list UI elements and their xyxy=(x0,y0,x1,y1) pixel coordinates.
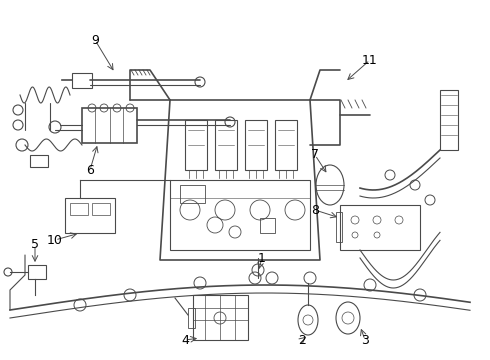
Bar xyxy=(440,90,458,150)
Bar xyxy=(185,120,207,170)
Text: 5: 5 xyxy=(31,238,39,252)
Text: 3: 3 xyxy=(361,333,369,346)
Text: 2: 2 xyxy=(298,333,306,346)
Bar xyxy=(260,218,275,233)
Text: 1: 1 xyxy=(258,252,266,265)
Bar xyxy=(65,198,115,233)
Bar xyxy=(275,120,297,170)
Text: 7: 7 xyxy=(311,148,319,162)
Text: 11: 11 xyxy=(362,54,378,67)
Bar xyxy=(188,308,195,328)
Bar xyxy=(72,73,92,88)
Bar xyxy=(28,265,46,279)
Text: 9: 9 xyxy=(91,33,99,46)
Bar xyxy=(193,295,248,340)
Bar xyxy=(170,180,310,250)
Text: 4: 4 xyxy=(181,333,189,346)
Bar xyxy=(336,212,342,242)
Text: 8: 8 xyxy=(311,203,319,216)
Bar xyxy=(340,205,420,250)
Bar xyxy=(245,120,267,170)
Bar xyxy=(30,155,48,167)
Bar xyxy=(70,203,88,215)
Bar xyxy=(215,120,237,170)
Text: 6: 6 xyxy=(86,163,94,176)
Bar xyxy=(92,203,110,215)
Text: 10: 10 xyxy=(47,234,63,247)
Bar xyxy=(180,185,205,203)
Bar xyxy=(82,108,137,143)
